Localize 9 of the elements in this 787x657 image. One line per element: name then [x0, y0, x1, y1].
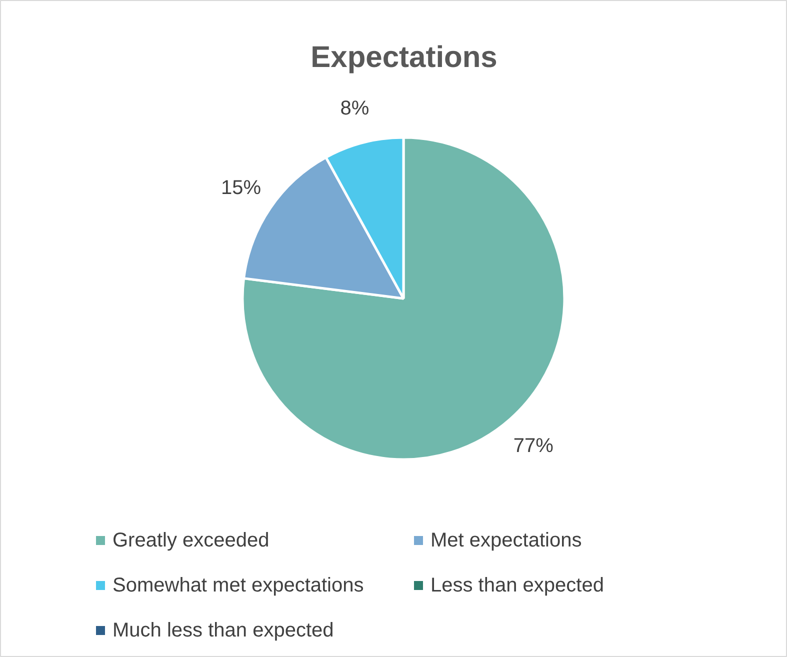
legend-label: Less than expected — [430, 574, 604, 596]
data-label: 77% — [513, 434, 554, 457]
data-label: 15% — [221, 177, 262, 200]
legend-label: Somewhat met expectations — [112, 574, 364, 596]
chart-title: Expectations — [310, 41, 498, 74]
legend-label: Greatly exceeded — [112, 530, 270, 552]
legend-label: Met expectations — [430, 530, 582, 552]
data-label: 8% — [340, 97, 370, 120]
legend-label: Much less than expected — [112, 620, 334, 642]
